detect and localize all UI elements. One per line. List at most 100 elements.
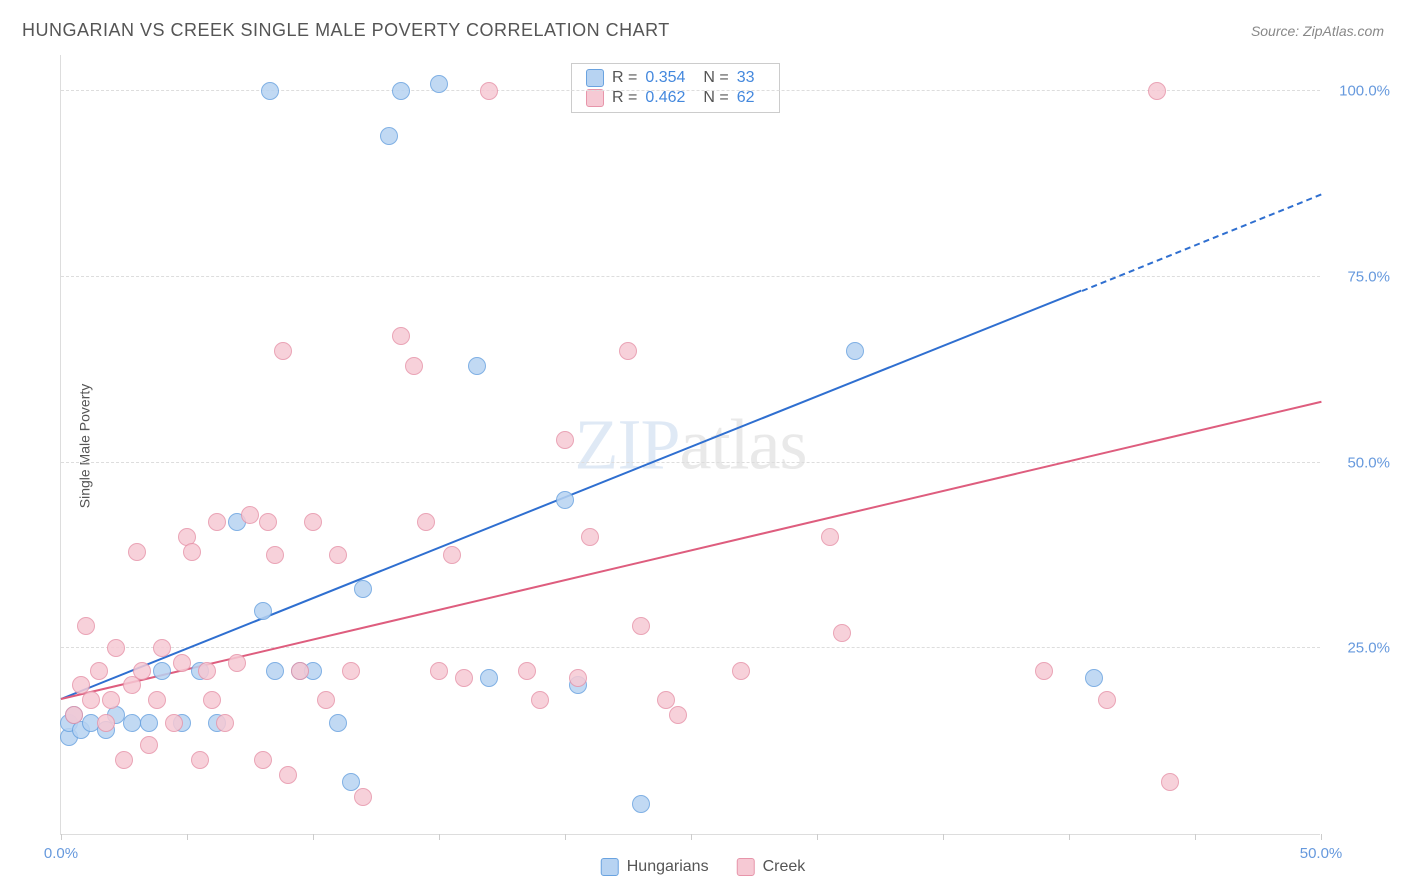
data-point [1098, 691, 1116, 709]
chart-title: HUNGARIAN VS CREEK SINGLE MALE POVERTY C… [22, 20, 670, 41]
x-tick [313, 834, 314, 840]
trend-line [1081, 193, 1321, 291]
hungarians-swatch-icon [601, 858, 619, 876]
data-point [208, 513, 226, 531]
data-point [261, 82, 279, 100]
x-tick [565, 834, 566, 840]
data-point [380, 127, 398, 145]
y-tick-label: 50.0% [1347, 454, 1390, 471]
data-point [140, 736, 158, 754]
data-point [556, 491, 574, 509]
chart-legend: Hungarians Creek [601, 858, 806, 876]
data-point [115, 751, 133, 769]
data-point [123, 714, 141, 732]
data-point [619, 342, 637, 360]
x-tick [943, 834, 944, 840]
x-tick [439, 834, 440, 840]
y-tick-label: 75.0% [1347, 268, 1390, 285]
x-tick [1069, 834, 1070, 840]
y-tick-label: 25.0% [1347, 640, 1390, 657]
x-tick [187, 834, 188, 840]
n-label: N = [703, 69, 728, 87]
r-label: R = [612, 69, 637, 87]
data-point [90, 662, 108, 680]
data-point [216, 714, 234, 732]
data-point [569, 669, 587, 687]
data-point [198, 662, 216, 680]
data-point [342, 773, 360, 791]
data-point [632, 617, 650, 635]
data-point [128, 543, 146, 561]
source-attribution: Source: ZipAtlas.com [1251, 23, 1384, 39]
data-point [254, 751, 272, 769]
data-point [443, 546, 461, 564]
data-point [82, 691, 100, 709]
chart-header: HUNGARIAN VS CREEK SINGLE MALE POVERTY C… [22, 20, 1384, 41]
data-point [430, 75, 448, 93]
data-point [732, 662, 750, 680]
n-value-hungarians: 33 [737, 69, 755, 87]
data-point [279, 766, 297, 784]
data-point [1161, 773, 1179, 791]
data-point [468, 357, 486, 375]
legend-item-creek: Creek [737, 858, 806, 876]
data-point [392, 327, 410, 345]
data-point [274, 342, 292, 360]
data-point [65, 706, 83, 724]
legend-item-hungarians: Hungarians [601, 858, 709, 876]
data-point [430, 662, 448, 680]
data-point [317, 691, 335, 709]
data-point [183, 543, 201, 561]
data-point [1035, 662, 1053, 680]
n-label: N = [703, 89, 728, 107]
data-point [329, 714, 347, 732]
r-value-hungarians: 0.354 [645, 69, 685, 87]
data-point [77, 617, 95, 635]
data-point [354, 788, 372, 806]
data-point [266, 662, 284, 680]
data-point [140, 714, 158, 732]
data-point [165, 714, 183, 732]
gridline [61, 276, 1320, 277]
data-point [191, 751, 209, 769]
data-point [228, 654, 246, 672]
gridline [61, 462, 1320, 463]
data-point [329, 546, 347, 564]
data-point [657, 691, 675, 709]
n-value-creek: 62 [737, 89, 755, 107]
legend-label: Hungarians [627, 858, 709, 876]
correlation-stats-box: R = 0.354 N = 33 R = 0.462 N = 62 [571, 63, 780, 113]
data-point [107, 639, 125, 657]
hungarians-swatch-icon [586, 69, 604, 87]
data-point [821, 528, 839, 546]
data-point [581, 528, 599, 546]
data-point [846, 342, 864, 360]
creek-swatch-icon [737, 858, 755, 876]
x-tick [691, 834, 692, 840]
data-point [266, 546, 284, 564]
x-tick [1195, 834, 1196, 840]
y-tick-label: 100.0% [1339, 83, 1390, 100]
creek-swatch-icon [586, 89, 604, 107]
data-point [254, 602, 272, 620]
data-point [417, 513, 435, 531]
stats-row-hungarians: R = 0.354 N = 33 [586, 68, 765, 88]
data-point [1148, 82, 1166, 100]
data-point [304, 513, 322, 531]
scatter-plot-area: ZIPatlas R = 0.354 N = 33 R = 0.462 N = … [60, 55, 1320, 835]
legend-label: Creek [763, 858, 806, 876]
data-point [480, 82, 498, 100]
data-point [669, 706, 687, 724]
r-value-creek: 0.462 [645, 89, 685, 107]
data-point [259, 513, 277, 531]
data-point [153, 639, 171, 657]
data-point [203, 691, 221, 709]
data-point [518, 662, 536, 680]
data-point [148, 691, 166, 709]
x-tick-label: 0.0% [44, 845, 78, 862]
data-point [133, 662, 151, 680]
data-point [392, 82, 410, 100]
data-point [241, 506, 259, 524]
data-point [354, 580, 372, 598]
x-tick [1321, 834, 1322, 840]
